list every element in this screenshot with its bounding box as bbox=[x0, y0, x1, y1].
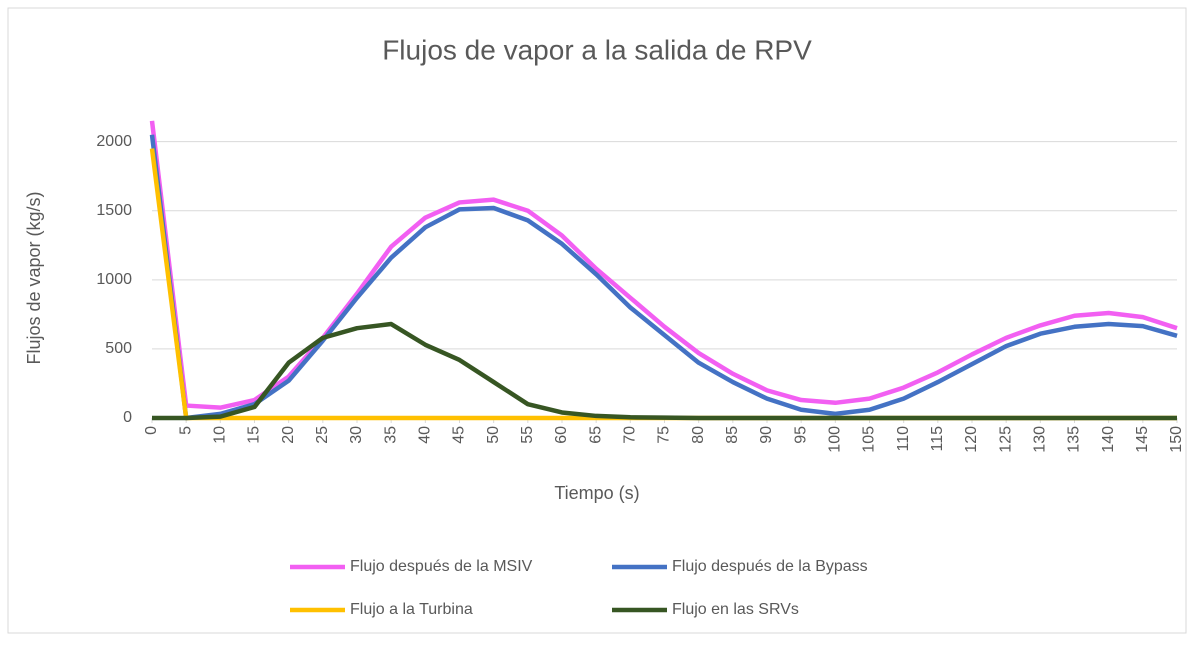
x-tick-label: 45 bbox=[451, 426, 468, 444]
x-tick-label: 25 bbox=[314, 426, 331, 444]
legend-label: Flujo después de la MSIV bbox=[350, 558, 533, 575]
x-tick-label: 85 bbox=[724, 426, 741, 444]
series-line bbox=[152, 321, 1177, 421]
x-tick-label: 10 bbox=[212, 426, 229, 444]
y-tick-label: 1500 bbox=[96, 202, 132, 219]
x-axis-title: Tiempo (s) bbox=[554, 483, 639, 503]
y-tick-label: 0 bbox=[123, 409, 132, 426]
legend-label: Flujo en las SRVs bbox=[672, 601, 799, 618]
x-tick-label: 55 bbox=[519, 426, 536, 444]
x-tick-label: 100 bbox=[827, 426, 844, 453]
x-tick-label: 130 bbox=[1032, 426, 1049, 453]
y-tick-label: 1000 bbox=[96, 271, 132, 288]
x-tick-label: 30 bbox=[348, 426, 365, 444]
x-tick-label: 115 bbox=[929, 426, 946, 452]
x-tick-label: 20 bbox=[280, 426, 297, 444]
x-tick-label: 40 bbox=[417, 426, 434, 444]
x-tick-label: 150 bbox=[1168, 426, 1185, 453]
x-tick-label: 65 bbox=[587, 426, 604, 444]
x-tick-label: 145 bbox=[1134, 426, 1151, 453]
x-tick-label: 50 bbox=[485, 426, 502, 444]
legend-label: Flujo a la Turbina bbox=[350, 601, 473, 618]
x-tick-label: 95 bbox=[792, 426, 809, 444]
legend-label: Flujo después de la Bypass bbox=[672, 558, 868, 575]
x-tick-label: 70 bbox=[622, 426, 639, 444]
x-tick-label: 80 bbox=[690, 426, 707, 444]
x-tick-label: 0 bbox=[143, 426, 160, 435]
x-tick-label: 60 bbox=[553, 426, 570, 444]
x-tick-label: 105 bbox=[861, 426, 878, 453]
x-tick-label: 120 bbox=[963, 426, 980, 453]
x-tick-label: 110 bbox=[895, 426, 912, 452]
x-tick-label: 75 bbox=[656, 426, 673, 444]
chart-title: Flujos de vapor a la salida de RPV bbox=[382, 34, 812, 65]
x-tick-label: 15 bbox=[246, 426, 263, 444]
y-axis-title: Flujos de vapor (kg/s) bbox=[24, 191, 44, 364]
x-tick-label: 90 bbox=[758, 426, 775, 444]
x-tick-label: 140 bbox=[1100, 426, 1117, 453]
y-tick-label: 500 bbox=[105, 340, 132, 357]
x-tick-label: 5 bbox=[177, 426, 194, 435]
y-tick-label: 2000 bbox=[96, 133, 132, 150]
x-tick-label: 35 bbox=[382, 426, 399, 444]
x-tick-label: 135 bbox=[1066, 426, 1083, 453]
x-tick-label: 125 bbox=[997, 426, 1014, 453]
chart-border bbox=[7, 7, 1187, 634]
